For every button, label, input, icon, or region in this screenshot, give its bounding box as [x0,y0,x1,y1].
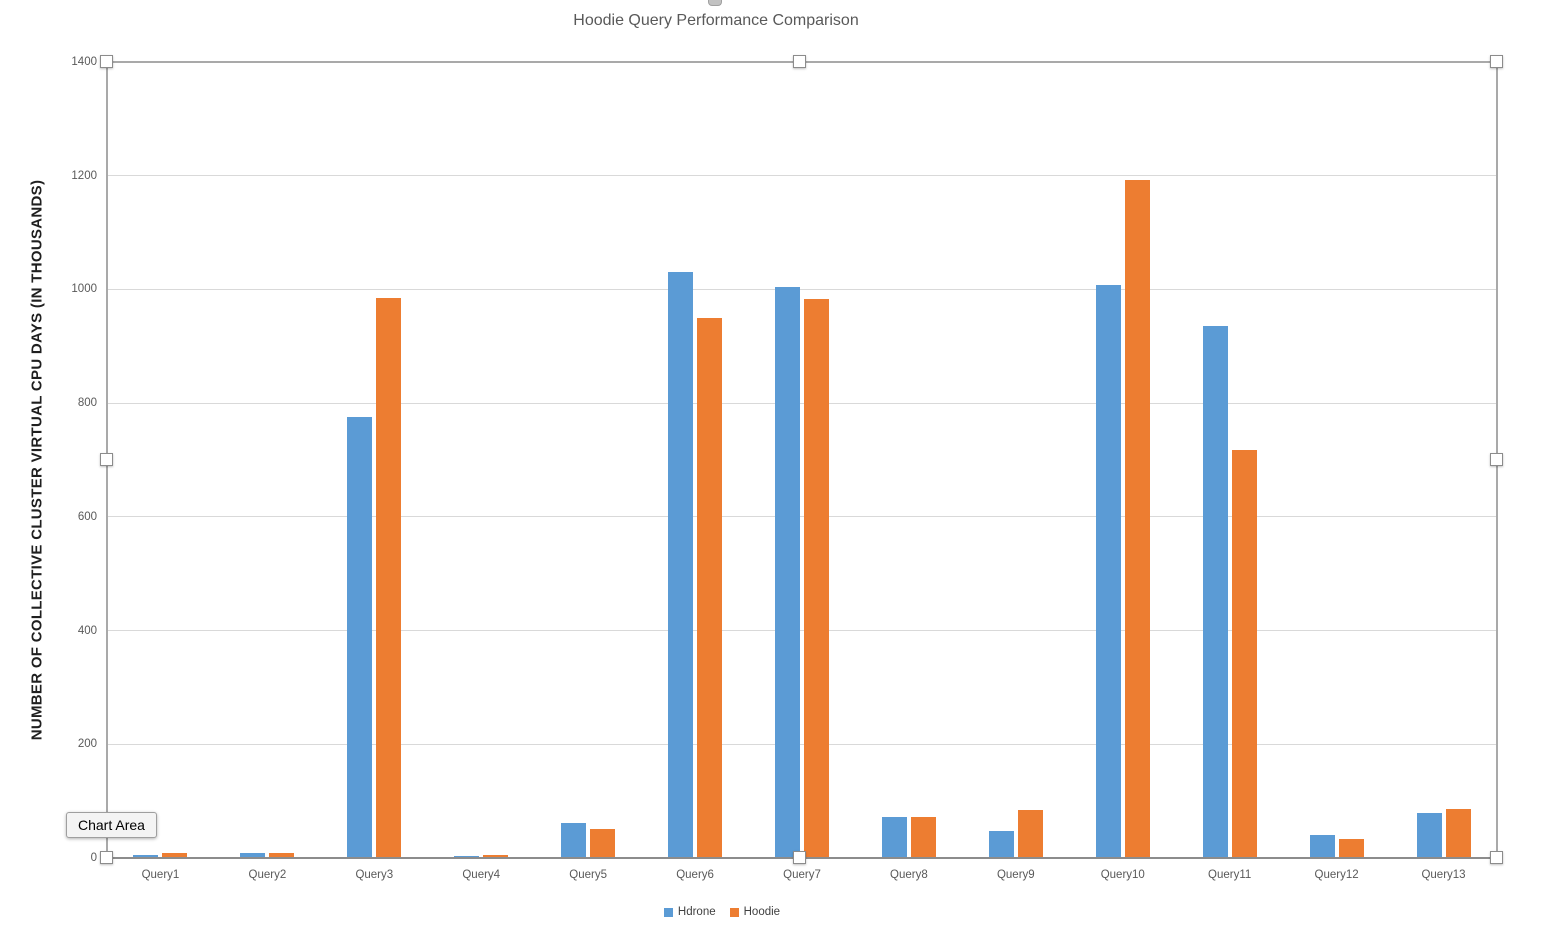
category-group-query5 [535,62,642,858]
gridline [107,288,1497,290]
x-category-label: Query5 [569,869,607,881]
bar-hdrone-query2[interactable] [240,853,266,858]
chart-area-tooltip: Chart Area [66,812,157,838]
selection-handle-bottom-left[interactable] [100,851,113,864]
bar-hdrone-query9[interactable] [988,831,1014,858]
x-category-label: Query13 [1421,869,1466,881]
rotate-handle-stub[interactable] [708,0,722,6]
x-category-label: Query3 [355,869,394,881]
selection-handle-top-left[interactable] [100,55,113,68]
legend[interactable]: Hdrone Hoodie [0,906,1444,918]
bar-hoodie-query5[interactable] [590,829,616,858]
category-group-query9 [962,62,1069,858]
bar-hdrone-query11[interactable] [1202,326,1228,858]
selection-handle-middle-left[interactable] [100,453,113,466]
legend-label: Hoodie [743,906,781,918]
x-category-label: Query11 [1208,869,1252,881]
x-category-label: Query9 [996,869,1035,881]
chart-area-tooltip-label: Chart Area [78,817,145,833]
bar-hdrone-query12[interactable] [1309,835,1335,858]
y-tick-label: 0 [90,852,97,864]
gridline [107,175,1497,177]
x-axis-category-labels: Query1 Query2 Query3 Query4 Query5 Query6 Quer… [107,869,1497,881]
category-group-query4 [428,62,535,858]
x-category-label: Query4 [462,869,501,881]
legend-swatch [729,907,739,917]
bar-hdrone-query1[interactable] [133,855,159,858]
category-group-query1 [107,62,214,858]
bar-hdrone-query13[interactable] [1416,813,1442,858]
bar-hoodie-query3[interactable] [376,298,402,858]
gridline [107,743,1497,745]
gridline [107,402,1497,404]
bar-hoodie-query12[interactable] [1338,839,1364,858]
bar-hdrone-query8[interactable] [881,817,907,858]
legend-label: Hdrone [677,906,716,918]
bar-hoodie-query7[interactable] [803,299,829,858]
legend-swatch [663,907,673,917]
selection-handle-middle-right[interactable] [1490,453,1503,466]
x-category-label: Query2 [248,869,287,881]
bar-hoodie-query4[interactable] [483,855,509,858]
bar-hdrone-query5[interactable] [561,823,587,858]
bars-container [107,62,1497,858]
x-category-label: Query10 [1100,869,1145,881]
bar-hdrone-query6[interactable] [668,272,694,858]
selection-handle-top-right[interactable] [1490,55,1503,68]
y-tick-label: 800 [77,397,97,410]
legend-item-hdrone[interactable]: Hdrone [663,906,716,918]
category-group-query13 [1390,62,1497,858]
x-category-label: Query1 [141,869,180,881]
bar-hoodie-query13[interactable] [1445,809,1471,858]
y-tick-label: 1000 [71,283,97,296]
legend-item-hoodie[interactable]: Hoodie [729,906,781,918]
bar-hdrone-query7[interactable] [774,287,800,858]
x-category-label: Query8 [890,869,928,881]
y-axis-tick-labels: 0 200 400 600 800 1000 1200 1400 [40,0,97,934]
selection-handle-bottom-right[interactable] [1490,851,1503,864]
category-group-query11 [1176,62,1283,858]
bar-hdrone-query10[interactable] [1095,285,1121,858]
bar-hdrone-query3[interactable] [347,417,373,858]
bar-hoodie-query8[interactable] [910,817,936,858]
y-tick-label: 200 [77,738,97,751]
selection-handle-bottom-middle[interactable] [793,851,806,864]
bar-hoodie-query9[interactable] [1017,810,1043,858]
chart-title[interactable]: Hoodie Query Performance Comparison [573,12,859,29]
y-tick-label: 1200 [71,169,97,182]
bar-hoodie-query1[interactable] [162,853,188,858]
bar-hoodie-query2[interactable] [269,853,295,858]
x-category-label: Query6 [676,869,714,881]
category-group-query10 [1069,62,1176,858]
bar-hoodie-query10[interactable] [1124,180,1150,858]
category-group-query3 [321,62,428,858]
category-group-query7 [749,62,856,858]
category-group-query2 [214,62,321,858]
category-group-query8 [855,62,962,858]
y-tick-label: 600 [77,510,97,523]
y-tick-label: 400 [77,624,97,637]
selection-handle-top-middle[interactable] [793,55,806,68]
gridline [107,516,1497,518]
x-category-label: Query7 [783,869,821,881]
bar-hoodie-query11[interactable] [1231,450,1257,858]
gridline [107,630,1497,632]
category-group-query12 [1283,62,1390,858]
y-tick-label: 1400 [71,56,97,68]
x-category-label: Query12 [1314,869,1359,881]
plot-area[interactable] [107,61,1497,858]
bar-hoodie-query6[interactable] [697,318,723,858]
category-group-query6 [642,62,749,858]
